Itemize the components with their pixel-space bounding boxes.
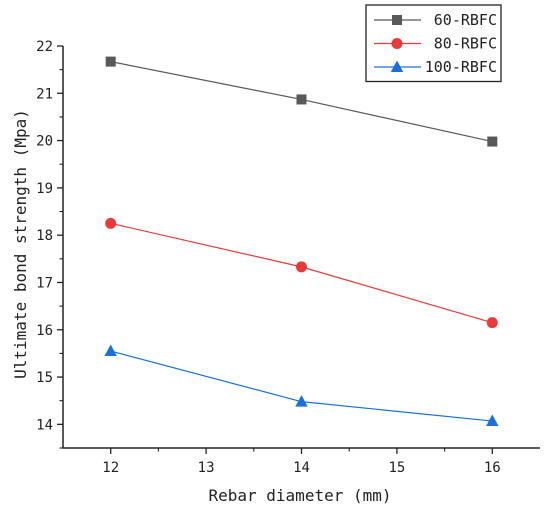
legend-marker [390,60,404,72]
legend-marker [391,38,403,49]
series-100-rbfc [104,344,499,427]
tick-marks: 12 13 14 15 16 14 15 16 17 18 19 20 21 22 [36,39,501,476]
data-point-80-rbfc [486,317,498,329]
legend-item: 60-RBFC [374,11,497,29]
y-tick-label: 19 [36,181,53,197]
x-axis-title: Rebar diameter (mm) [208,486,391,505]
y-tick-label: 14 [36,417,53,433]
data-point-60-rbfc [487,136,498,147]
y-tick-label: 22 [36,39,53,55]
data-point-100-rbfc [486,414,499,427]
y-axis-title: Ultimate bond strength (Mpa) [11,109,30,379]
series-layer [104,56,499,427]
x-tick-label: 15 [388,460,405,476]
y-tick-label: 18 [36,228,53,244]
data-point-100-rbfc [104,344,117,357]
legend-item: 80-RBFC [374,35,497,53]
series-60-rbfc [105,56,498,147]
y-tick-label: 21 [36,86,53,102]
data-point-80-rbfc [296,261,307,273]
legend-item: 100-RBFC [374,58,497,76]
x-tick-label: 16 [484,460,501,476]
data-point-60-rbfc [105,56,116,67]
legend: 60-RBFC 80-RBFC 100-RBFC [365,4,502,83]
data-point-60-rbfc [296,94,307,105]
y-tick-label: 16 [36,323,53,339]
x-tick-label: 13 [198,460,215,476]
y-tick-label: 17 [36,275,53,291]
legend-label: 80-RBFC [434,35,497,53]
y-tick-label: 20 [36,134,53,150]
data-point-80-rbfc [105,217,117,229]
y-tick-label: 15 [36,370,53,386]
x-tick-label: 12 [102,460,119,476]
x-tick-label: 14 [293,460,310,476]
series-80-rbfc [105,217,498,329]
legend-label: 60-RBFC [434,11,497,29]
legend-label: 100-RBFC [425,58,497,76]
legend-marker [392,15,402,25]
data-point-100-rbfc [295,395,308,407]
